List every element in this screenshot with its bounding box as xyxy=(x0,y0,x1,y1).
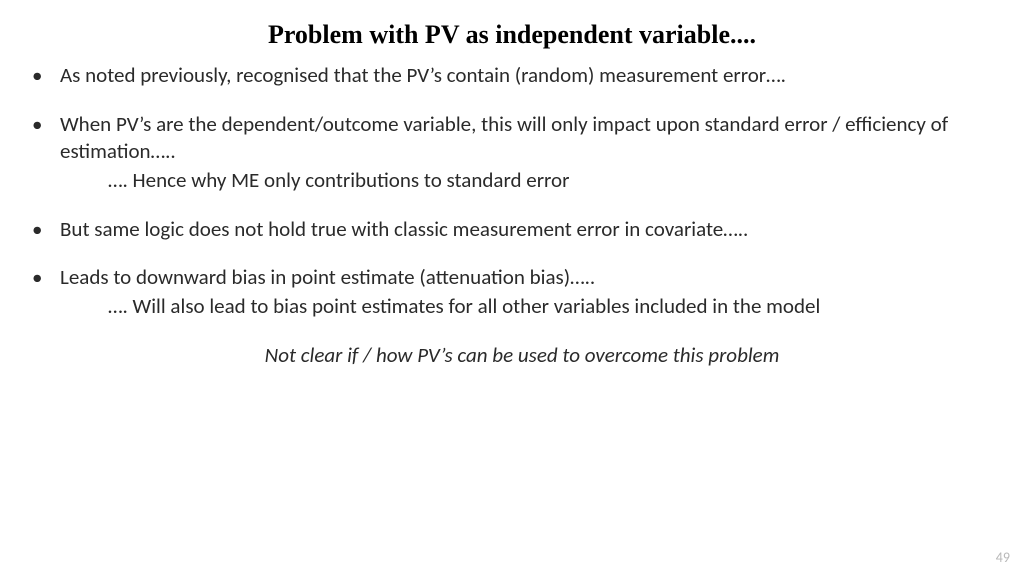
bullet-text-3: But same logic does not hold true with c… xyxy=(60,216,748,242)
bullet-list: As noted previously, recognised that the… xyxy=(56,62,988,320)
bullet-text-4: Leads to downward bias in point estimate… xyxy=(60,264,595,290)
slide-title: Problem with PV as independent variable.… xyxy=(0,0,1024,62)
bullet-sub-2: …. Hence why ME only contributions to st… xyxy=(60,167,988,194)
bullet-text-1: As noted previously, recognised that the… xyxy=(60,62,786,88)
bullet-item-1: As noted previously, recognised that the… xyxy=(56,62,988,89)
bullet-item-2: When PV’s are the dependent/outcome vari… xyxy=(56,111,988,194)
bullet-item-3: But same logic does not hold true with c… xyxy=(56,216,988,243)
bullet-sub-4: …. Will also lead to bias point estimate… xyxy=(60,293,988,320)
page-number: 49 xyxy=(996,549,1010,566)
bullet-item-4: Leads to downward bias in point estimate… xyxy=(56,264,988,320)
bullet-text-2: When PV’s are the dependent/outcome vari… xyxy=(60,111,948,164)
slide-body: As noted previously, recognised that the… xyxy=(0,62,1024,369)
italic-note: Not clear if / how PV’s can be used to o… xyxy=(56,342,988,369)
